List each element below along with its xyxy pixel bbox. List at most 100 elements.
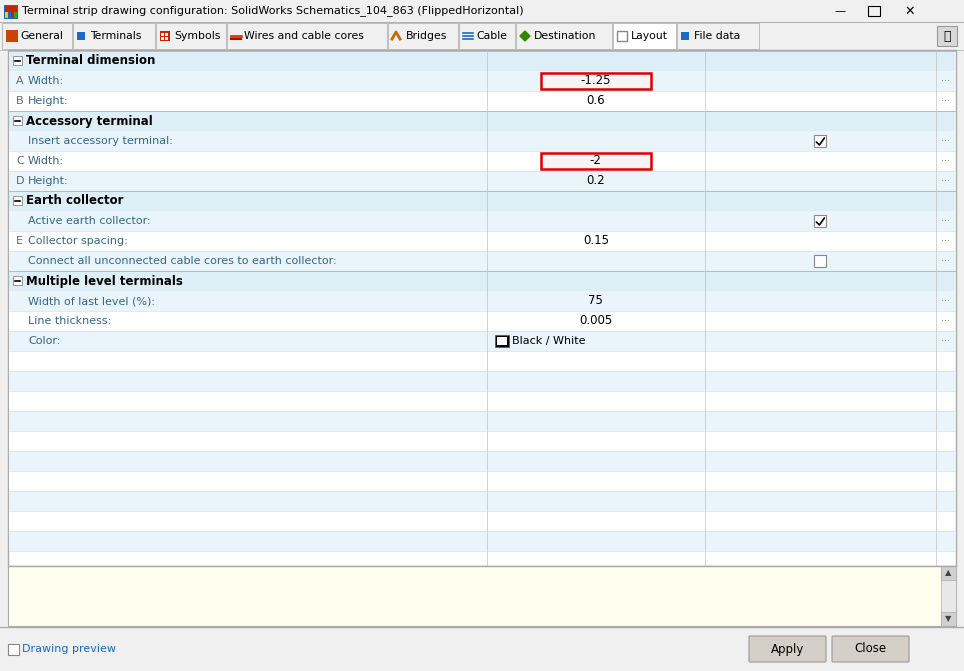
Bar bbox=[495, 335, 509, 347]
Bar bbox=[9, 111, 955, 131]
Text: 🔍: 🔍 bbox=[943, 30, 951, 42]
Bar bbox=[941, 566, 956, 626]
Bar bbox=[227, 23, 387, 49]
Bar bbox=[9, 371, 955, 391]
Text: ···: ··· bbox=[942, 96, 951, 106]
Text: Width:: Width: bbox=[28, 156, 65, 166]
Bar bbox=[8, 12, 11, 18]
Text: Apply: Apply bbox=[771, 643, 804, 656]
Bar bbox=[941, 566, 956, 580]
Text: Height:: Height: bbox=[28, 96, 68, 106]
Bar bbox=[9, 351, 955, 371]
Bar bbox=[0, 627, 964, 671]
Text: 75: 75 bbox=[588, 295, 603, 307]
Text: 0.15: 0.15 bbox=[583, 234, 608, 248]
Bar bbox=[0, 22, 964, 50]
Text: ✕: ✕ bbox=[905, 5, 915, 17]
Bar bbox=[156, 23, 226, 49]
Bar bbox=[9, 451, 955, 471]
Text: ···: ··· bbox=[942, 216, 951, 226]
Text: Layout: Layout bbox=[630, 31, 667, 41]
Bar bbox=[868, 6, 880, 16]
Bar bbox=[459, 23, 515, 49]
Bar bbox=[161, 37, 164, 40]
Bar bbox=[9, 91, 955, 111]
Bar bbox=[937, 26, 957, 46]
Text: ···: ··· bbox=[942, 156, 951, 166]
Text: ▼: ▼ bbox=[946, 615, 951, 623]
Text: Cable: Cable bbox=[476, 31, 507, 41]
Text: Connect all unconnected cable cores to earth collector:: Connect all unconnected cable cores to e… bbox=[28, 256, 336, 266]
Bar bbox=[9, 51, 955, 71]
Bar bbox=[541, 153, 651, 169]
Bar bbox=[8, 50, 956, 566]
Bar bbox=[9, 491, 955, 511]
Text: ···: ··· bbox=[942, 136, 951, 146]
Bar bbox=[0, 0, 964, 22]
Text: ▲: ▲ bbox=[946, 568, 951, 578]
Bar bbox=[13, 56, 22, 65]
Text: C: C bbox=[16, 156, 24, 166]
Text: ···: ··· bbox=[942, 176, 951, 186]
FancyBboxPatch shape bbox=[749, 636, 826, 662]
Bar bbox=[161, 33, 164, 36]
Bar bbox=[9, 531, 955, 551]
Bar bbox=[9, 471, 955, 491]
Text: Bridges: Bridges bbox=[406, 31, 447, 41]
Text: -2: -2 bbox=[590, 154, 602, 168]
Bar bbox=[13, 276, 22, 285]
Bar bbox=[9, 411, 955, 431]
Text: Black / White: Black / White bbox=[512, 336, 585, 346]
Text: General: General bbox=[20, 31, 63, 41]
Text: ···: ··· bbox=[942, 336, 951, 346]
Text: ···: ··· bbox=[942, 296, 951, 306]
Bar bbox=[941, 612, 956, 626]
Bar bbox=[815, 135, 826, 147]
Bar bbox=[516, 23, 611, 49]
Bar bbox=[388, 23, 458, 49]
Text: Symbols: Symbols bbox=[174, 31, 221, 41]
Bar bbox=[6, 30, 18, 42]
Text: Terminals: Terminals bbox=[91, 31, 142, 41]
Text: -1.25: -1.25 bbox=[580, 74, 611, 87]
Bar bbox=[8, 643, 19, 654]
Bar bbox=[13, 116, 22, 125]
Bar bbox=[9, 311, 955, 331]
Bar bbox=[496, 337, 507, 345]
Bar bbox=[9, 231, 955, 251]
Bar bbox=[9, 291, 955, 311]
Bar bbox=[8, 566, 956, 626]
Text: Width of last level (%):: Width of last level (%): bbox=[28, 296, 155, 306]
Text: ···: ··· bbox=[942, 316, 951, 326]
Text: ···: ··· bbox=[942, 236, 951, 246]
Text: ···: ··· bbox=[942, 76, 951, 86]
Bar bbox=[13, 196, 22, 205]
Text: 0.2: 0.2 bbox=[586, 174, 605, 187]
Bar bbox=[677, 23, 759, 49]
Text: A: A bbox=[16, 76, 24, 86]
Text: Terminal strip drawing configuration: SolidWorks Schematics_104_863 (FlippedHori: Terminal strip drawing configuration: So… bbox=[22, 5, 523, 17]
FancyBboxPatch shape bbox=[832, 636, 909, 662]
Bar bbox=[9, 431, 955, 451]
Text: Earth collector: Earth collector bbox=[26, 195, 123, 207]
Bar bbox=[9, 191, 955, 211]
Bar bbox=[9, 151, 955, 171]
Text: Wires and cable cores: Wires and cable cores bbox=[245, 31, 364, 41]
Bar bbox=[815, 255, 826, 267]
Bar bbox=[815, 215, 826, 227]
Text: B: B bbox=[16, 96, 24, 106]
Bar bbox=[681, 32, 688, 40]
Text: Multiple level terminals: Multiple level terminals bbox=[26, 274, 183, 287]
Text: Height:: Height: bbox=[28, 176, 68, 186]
Text: Active earth collector:: Active earth collector: bbox=[28, 216, 150, 226]
Text: Collector spacing:: Collector spacing: bbox=[28, 236, 128, 246]
Bar bbox=[5, 6, 17, 18]
Text: ···: ··· bbox=[942, 256, 951, 266]
Text: Line thickness:: Line thickness: bbox=[28, 316, 111, 326]
Bar bbox=[5, 12, 8, 18]
Bar bbox=[9, 171, 955, 191]
Text: Width:: Width: bbox=[28, 76, 65, 86]
Bar bbox=[76, 32, 85, 40]
Text: —: — bbox=[835, 6, 845, 16]
Bar bbox=[9, 331, 955, 351]
